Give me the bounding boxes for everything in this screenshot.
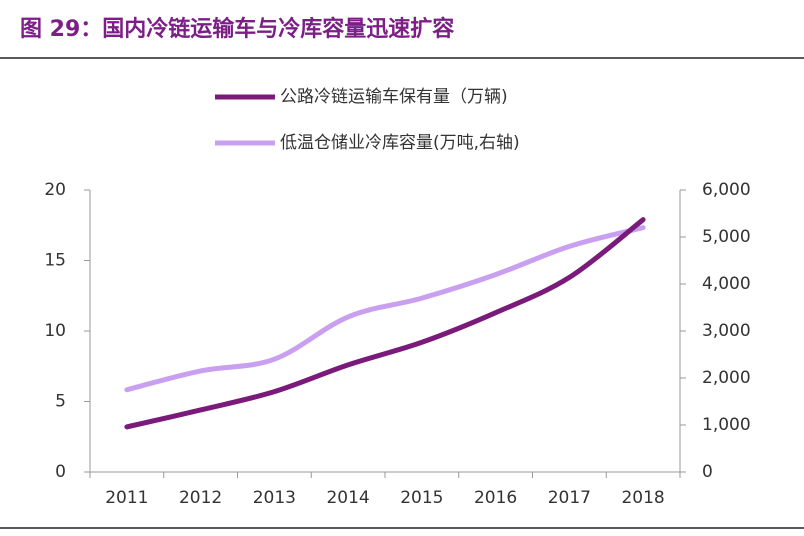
legend-label: 公路冷链运输车保有量（万辆) [280, 87, 508, 107]
x-tick-label: 2018 [621, 488, 664, 508]
y2-tick-label: 3,000 [702, 321, 751, 341]
x-tick-label: 2014 [326, 488, 369, 508]
chart-title: 图 29：国内冷链运输车与冷库容量迅速扩容 [20, 16, 454, 42]
x-tick-label: 2011 [105, 488, 148, 508]
x-tick-label: 2016 [474, 488, 517, 508]
x-tick-label: 2012 [179, 488, 222, 508]
y2-tick-label: 5,000 [702, 227, 751, 247]
x-tick-label: 2017 [548, 488, 591, 508]
y2-tick-label: 2,000 [702, 368, 751, 388]
line-series [124, 225, 646, 393]
y-tick-label: 15 [44, 251, 66, 271]
y-tick-label: 5 [55, 392, 66, 412]
y2-tick-label: 6,000 [702, 180, 751, 200]
y-tick-label: 0 [55, 462, 66, 482]
y2-tick-label: 4,000 [702, 274, 751, 294]
line-series [124, 217, 646, 430]
x-tick-label: 2013 [253, 488, 296, 508]
y2-tick-label: 0 [702, 462, 713, 482]
legend-label: 低温仓储业冷库容量(万吨,右轴) [280, 133, 520, 153]
y-tick-label: 10 [44, 321, 66, 341]
y-tick-label: 20 [44, 180, 66, 200]
x-tick-label: 2015 [400, 488, 443, 508]
y2-tick-label: 1,000 [702, 415, 751, 435]
